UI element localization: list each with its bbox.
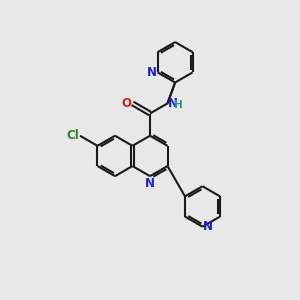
Text: N: N bbox=[203, 220, 213, 233]
Text: N: N bbox=[147, 66, 157, 79]
Text: O: O bbox=[121, 97, 131, 110]
Text: N: N bbox=[145, 177, 155, 190]
Text: N: N bbox=[168, 97, 178, 110]
Text: H: H bbox=[174, 100, 183, 110]
Text: Cl: Cl bbox=[66, 129, 79, 142]
